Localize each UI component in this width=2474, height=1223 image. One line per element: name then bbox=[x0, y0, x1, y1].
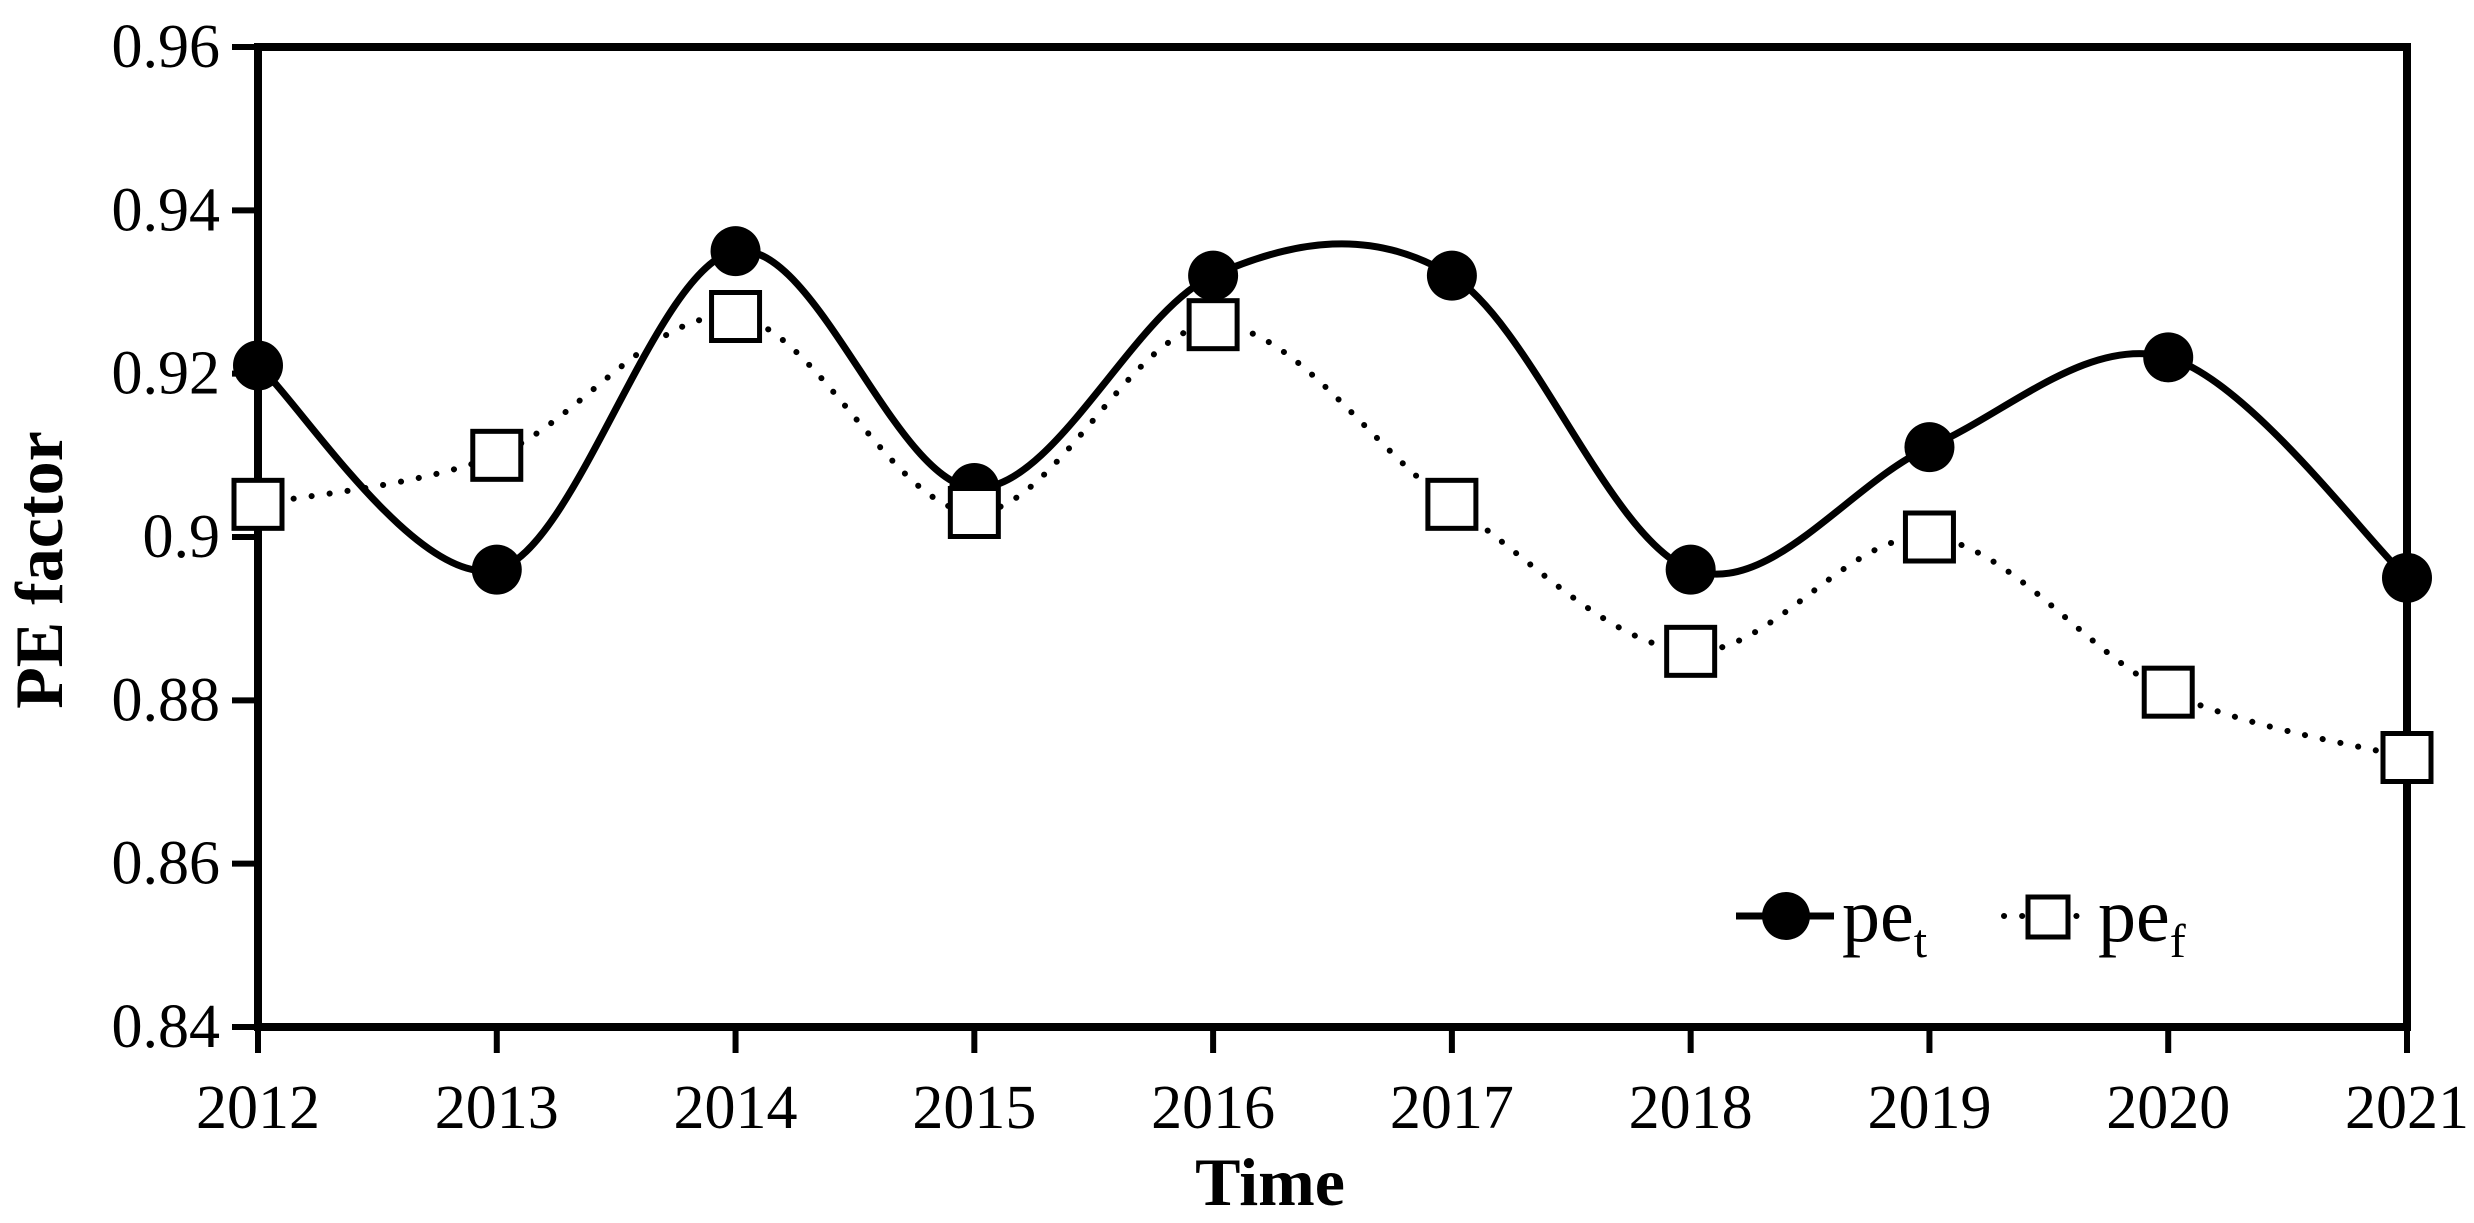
data-point-pe_t-2013 bbox=[471, 544, 522, 595]
data-point-pe_t-2012 bbox=[233, 340, 283, 391]
data-point-pe_t-2017 bbox=[1426, 250, 1477, 301]
legend-item-pe-f: pef bbox=[2001, 874, 2186, 968]
data-point-pe_t-2021 bbox=[2382, 552, 2432, 603]
data-point-pe_f-2018 bbox=[1664, 624, 1718, 678]
data-point-pe_t-2014 bbox=[710, 226, 761, 277]
data-point-pe_f-2021 bbox=[2380, 731, 2434, 784]
series-line-pe_t bbox=[255, 240, 2410, 581]
data-point-pe_f-2012 bbox=[231, 477, 285, 531]
x-axis-title: Time bbox=[1195, 1144, 1345, 1220]
data-point-pe_t-2018 bbox=[1665, 544, 1716, 595]
x-tick-label: 2017 bbox=[1390, 1074, 1514, 1142]
y-tick-label: 0.94 bbox=[112, 176, 221, 244]
x-tick-label: 2016 bbox=[1151, 1074, 1275, 1142]
data-point-pe_f-2015 bbox=[947, 486, 1001, 539]
series-layer bbox=[231, 226, 2434, 784]
data-point-pe_f-2019 bbox=[1902, 510, 1956, 564]
plot-frame-layer: 0.96 0.94 0.92 0.9 0.88 0.86 0.84 2012 2013 2014 2… bbox=[112, 13, 2470, 1142]
plot-frame bbox=[254, 43, 2411, 1031]
legend-label-pe-f: pef bbox=[2098, 874, 2186, 968]
x-tick-label: 2019 bbox=[1867, 1074, 1991, 1142]
x-tick-label: 2021 bbox=[2345, 1074, 2469, 1142]
y-tick-label: 0.92 bbox=[112, 340, 221, 408]
legend: pet pef bbox=[1736, 874, 2186, 968]
series-line-pe_f bbox=[255, 313, 2410, 761]
legend-label-pe-t: pet bbox=[1842, 874, 1928, 968]
x-tick-label: 2013 bbox=[435, 1074, 559, 1142]
y-axis-title: PE factor bbox=[1, 431, 77, 709]
x-tick-label: 2015 bbox=[912, 1074, 1036, 1142]
x-tick-label: 2018 bbox=[1629, 1074, 1753, 1142]
data-point-pe_f-2016 bbox=[1186, 298, 1240, 352]
data-point-pe_f-2014 bbox=[709, 290, 763, 343]
legend-item-pe-t: pet bbox=[1736, 874, 1928, 968]
y-tick-label: 0.96 bbox=[112, 13, 221, 81]
data-point-pe_f-2020 bbox=[2141, 665, 2195, 719]
data-point-pe_f-2013 bbox=[470, 428, 524, 482]
y-tick-label: 0.9 bbox=[143, 503, 221, 571]
legend-open-square-icon bbox=[2025, 894, 2071, 940]
data-point-pe_t-2016 bbox=[1188, 250, 1239, 301]
x-tick-label: 2020 bbox=[2106, 1074, 2230, 1142]
data-point-pe_f-2017 bbox=[1425, 477, 1479, 531]
x-tick-label: 2012 bbox=[196, 1074, 320, 1142]
y-tick-label: 0.84 bbox=[112, 993, 221, 1061]
legend-filled-circle-icon bbox=[1762, 892, 1810, 940]
data-point-pe_t-2019 bbox=[1904, 422, 1955, 473]
y-tick-label: 0.88 bbox=[112, 666, 221, 734]
x-tick-label: 2014 bbox=[674, 1074, 798, 1142]
y-tick-label: 0.86 bbox=[112, 830, 221, 898]
data-point-pe_t-2020 bbox=[2143, 332, 2194, 383]
